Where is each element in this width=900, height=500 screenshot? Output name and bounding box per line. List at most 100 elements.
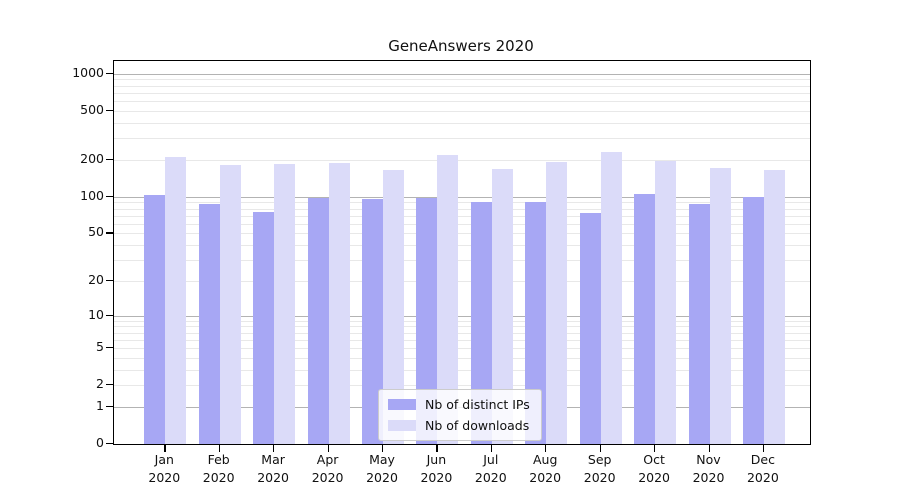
bar-distinct-ips-nov: [688, 204, 710, 444]
bar-downloads-jul: [491, 168, 513, 444]
y-tick-label-1: 1: [96, 397, 104, 413]
legend: Nb of distinct IPs Nb of downloads: [378, 389, 542, 441]
x-tick-month: Oct: [643, 452, 665, 467]
y-tick-mark-1: [106, 405, 113, 408]
bar-downloads-oct: [655, 160, 677, 444]
gridline-minor-70: [114, 215, 810, 217]
y-tick-mark-50: [106, 232, 113, 234]
bar-distinct-ips-sep: [579, 213, 601, 444]
gridline-minor-3: [114, 369, 810, 371]
bar-downloads-jun: [437, 154, 459, 444]
x-tick-year: 2020: [746, 470, 779, 485]
y-tick-mark-5: [106, 347, 113, 349]
x-tick-label-mar: Mar 2020: [243, 451, 303, 487]
x-tick-year: 2020: [420, 470, 453, 485]
bar-distinct-ips-jul: [470, 201, 492, 444]
y-tick-label-5: 5: [96, 339, 104, 354]
x-tick-label-apr: Apr 2020: [298, 451, 358, 487]
y-tick-label-10: 10: [88, 306, 104, 322]
x-tick-year: 2020: [202, 470, 235, 485]
x-tick-year: 2020: [148, 470, 181, 485]
bar-downloads-mar: [274, 164, 296, 444]
gridline-major-10: [114, 315, 810, 317]
gridline-minor-6: [114, 339, 810, 341]
x-tick-month: Aug: [532, 452, 558, 467]
gridline-minor-8: [114, 326, 810, 328]
x-tick-mark-jul: [490, 444, 493, 452]
y-tick-mark-200: [106, 158, 113, 161]
x-tick-label-dec: Dec 2020: [733, 451, 793, 487]
y-tick-label-0: 0: [96, 435, 104, 450]
x-tick-month: Sep: [587, 452, 612, 467]
x-tick-month: Jul: [483, 452, 499, 467]
gridline-minor-800: [114, 85, 810, 87]
y-tick-mark-100: [106, 195, 113, 197]
gridline-minor-2: [114, 385, 810, 387]
x-tick-mark-jun: [436, 444, 438, 452]
y-tick-label-20: 20: [88, 271, 104, 287]
bar-distinct-ips-dec: [742, 197, 764, 444]
legend-label-downloads: Nb of downloads: [425, 418, 530, 433]
legend-row-downloads: Nb of downloads: [388, 418, 530, 433]
bar-downloads-dec: [763, 169, 785, 444]
gridline-major-100: [114, 196, 810, 198]
bar-downloads-aug: [546, 161, 568, 444]
x-tick-mark-may: [382, 444, 384, 452]
x-tick-month: Apr: [316, 452, 339, 467]
gridline-minor-60: [114, 223, 810, 225]
legend-swatch-distinct-ips: [388, 399, 416, 410]
gridline-minor-300: [114, 138, 810, 140]
x-tick-year: 2020: [583, 470, 616, 485]
x-tick-mark-apr: [327, 444, 329, 452]
x-tick-year: 2020: [474, 470, 507, 485]
x-tick-year: 2020: [692, 470, 725, 485]
gridline-minor-600: [114, 101, 810, 103]
y-tick-mark-500: [106, 109, 113, 112]
gridline-minor-80: [114, 208, 810, 210]
x-tick-label-jan: Jan 2020: [134, 451, 194, 487]
x-tick-label-feb: Feb 2020: [189, 451, 249, 487]
chart-title: GeneAnswers 2020: [388, 37, 534, 55]
x-tick-month: Nov: [696, 452, 721, 467]
plot-area: Nb of distinct IPs Nb of downloads: [113, 60, 811, 445]
y-tick-label-200: 200: [80, 150, 104, 166]
x-tick-year: 2020: [311, 470, 344, 485]
bar-downloads-jan: [165, 156, 187, 444]
x-tick-month: Jun: [426, 452, 447, 467]
gridline-major-1000: [114, 73, 810, 75]
y-tick-label-100: 100: [80, 187, 104, 203]
x-tick-mark-mar: [273, 444, 275, 452]
gridline-minor-9: [114, 320, 810, 322]
gridline-minor-30: [114, 260, 810, 261]
x-tick-mark-feb: [218, 444, 220, 452]
y-tick-label-2: 2: [96, 376, 104, 392]
y-tick-mark-1000: [106, 72, 113, 75]
y-tick-mark-20: [106, 279, 113, 282]
x-tick-label-jun: Jun 2020: [406, 451, 466, 487]
x-tick-mark-oct: [654, 444, 656, 452]
y-tick-label-1000: 1000: [72, 64, 104, 80]
x-tick-year: 2020: [638, 470, 670, 485]
bar-distinct-ips-feb: [198, 204, 220, 444]
x-tick-month: Mar: [261, 452, 285, 467]
x-tick-month: May: [369, 452, 395, 467]
x-tick-label-may: May 2020: [352, 451, 412, 487]
gridline-minor-500: [114, 110, 810, 112]
bar-downloads-nov: [709, 167, 731, 444]
legend-row-distinct-ips: Nb of distinct IPs: [388, 397, 530, 412]
bar-downloads-may: [383, 169, 404, 444]
gridline-minor-4: [114, 357, 810, 359]
bar-distinct-ips-mar: [253, 211, 275, 444]
gridline-minor-7: [114, 332, 810, 334]
x-tick-year: 2020: [257, 470, 289, 485]
gridline-minor-200: [114, 159, 810, 161]
bar-downloads-feb: [219, 165, 241, 444]
y-tick-mark-2: [106, 384, 113, 386]
legend-swatch-downloads: [388, 420, 416, 431]
bar-distinct-ips-jan: [144, 195, 166, 444]
x-tick-label-jul: Jul 2020: [461, 451, 521, 487]
x-tick-month: Dec: [750, 452, 775, 467]
y-tick-label-50: 50: [88, 224, 104, 240]
gridline-minor-20: [114, 280, 810, 282]
x-tick-mark-jan: [164, 444, 166, 452]
